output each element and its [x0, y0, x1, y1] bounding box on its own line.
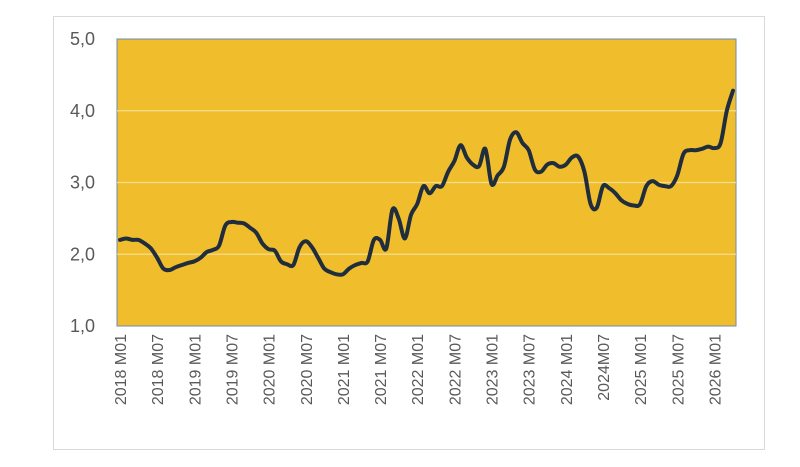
x-tick-label: 2021 M01 — [336, 334, 353, 405]
x-tick-label: 2019 M01 — [187, 334, 204, 405]
series-line — [118, 88, 735, 277]
x-tick-label: 2019 M07 — [224, 334, 241, 405]
x-tick-label: 2022 M07 — [447, 334, 464, 405]
y-tick-label: 3,0 — [70, 173, 95, 193]
gridlines — [117, 110, 736, 255]
y-axis: 1,0 2,0 3,0 4,0 5,0 — [70, 29, 95, 336]
y-tick-label: 2,0 — [70, 244, 95, 264]
y-tick-label: 4,0 — [70, 101, 95, 121]
chart-frame: 1,0 2,0 3,0 4,0 5,0 2018 M01 2018 M07 2019 M01… — [53, 16, 765, 450]
x-tick-label: 2025 M01 — [633, 334, 650, 405]
x-tick-label: 2024M07 — [596, 334, 613, 401]
x-tick-label: 2026 M01 — [707, 334, 724, 405]
x-tick-label: 2018 M01 — [113, 334, 130, 405]
x-tick-label: 2018 M07 — [150, 334, 167, 405]
x-tick-label: 2020 M07 — [299, 334, 316, 405]
y-tick-label: 5,0 — [70, 29, 95, 49]
x-tick-label: 2022 M01 — [410, 334, 427, 405]
x-tick-label: 2023 M01 — [485, 334, 502, 405]
line-chart: 1,0 2,0 3,0 4,0 5,0 2018 M01 2018 M07 2019 M01… — [70, 29, 737, 405]
y-tick-label: 1,0 — [70, 316, 95, 336]
x-tick-label: 2021 M07 — [373, 334, 390, 405]
x-tick-label: 2024 M01 — [559, 334, 576, 405]
x-tick-label: 2023 M07 — [522, 334, 539, 405]
x-tick-label: 2020 M01 — [262, 334, 279, 405]
x-axis: 2018 M01 2018 M07 2019 M01 2019 M07 2020 M01… — [113, 334, 724, 405]
x-tick-label: 2025 M07 — [670, 334, 687, 405]
